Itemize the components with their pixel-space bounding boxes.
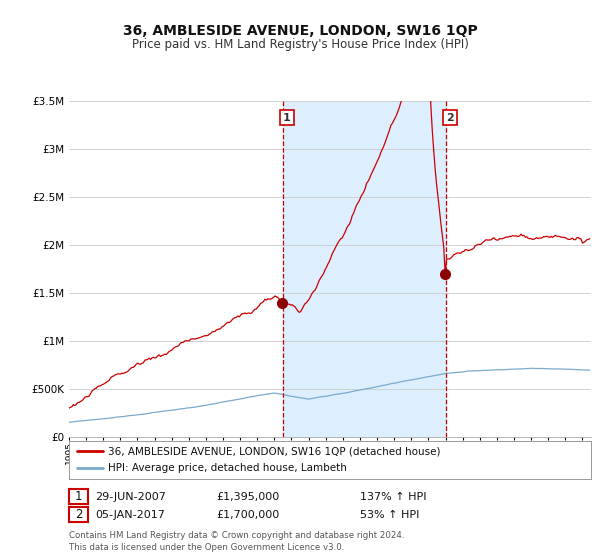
Text: 137% ↑ HPI: 137% ↑ HPI [360,492,427,502]
Text: 05-JAN-2017: 05-JAN-2017 [95,510,164,520]
Text: 36, AMBLESIDE AVENUE, LONDON, SW16 1QP: 36, AMBLESIDE AVENUE, LONDON, SW16 1QP [122,24,478,38]
Text: Price paid vs. HM Land Registry's House Price Index (HPI): Price paid vs. HM Land Registry's House … [131,38,469,50]
Text: 53% ↑ HPI: 53% ↑ HPI [360,510,419,520]
Text: 1: 1 [283,113,291,123]
Text: 36, AMBLESIDE AVENUE, LONDON, SW16 1QP (detached house): 36, AMBLESIDE AVENUE, LONDON, SW16 1QP (… [108,446,440,456]
Text: 29-JUN-2007: 29-JUN-2007 [95,492,166,502]
Text: £1,395,000: £1,395,000 [216,492,279,502]
Text: Contains HM Land Registry data © Crown copyright and database right 2024.
This d: Contains HM Land Registry data © Crown c… [69,531,404,552]
Bar [283,101,446,437]
Text: 2: 2 [75,508,82,521]
Text: 2: 2 [446,113,454,123]
Text: 1: 1 [75,490,82,503]
Text: HPI: Average price, detached house, Lambeth: HPI: Average price, detached house, Lamb… [108,463,347,473]
Text: £1,700,000: £1,700,000 [216,510,279,520]
